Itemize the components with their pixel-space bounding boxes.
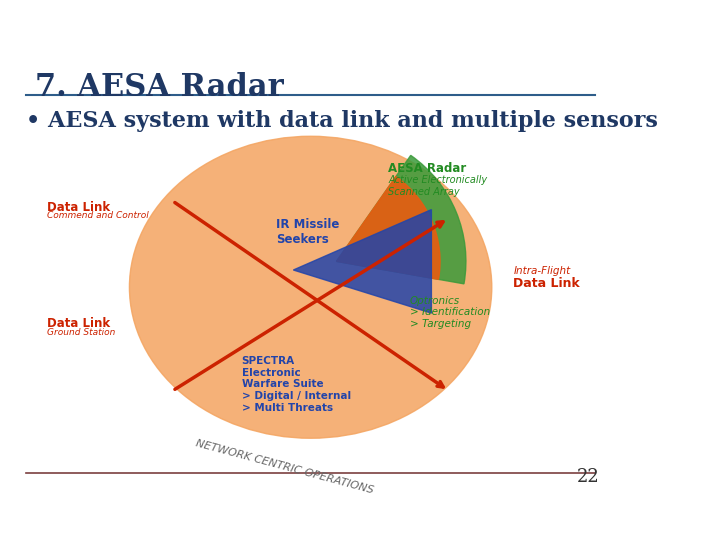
- Text: Optronics
> Identification
> Targeting: Optronics > Identification > Targeting: [410, 296, 490, 329]
- Polygon shape: [293, 210, 431, 313]
- Text: Ground Station: Ground Station: [48, 328, 116, 337]
- Text: IR Missile
Seekers: IR Missile Seekers: [276, 218, 339, 246]
- Text: Data Link: Data Link: [48, 318, 111, 330]
- Text: 22: 22: [577, 468, 600, 485]
- Text: • AESA system with data link and multiple sensors: • AESA system with data link and multipl…: [26, 110, 658, 132]
- Wedge shape: [336, 177, 440, 279]
- Text: Active Electronically
Scanned Array: Active Electronically Scanned Array: [388, 175, 487, 197]
- Text: Data Link: Data Link: [513, 277, 580, 290]
- Text: NETWORK CENTRIC OPERATIONS: NETWORK CENTRIC OPERATIONS: [194, 438, 375, 496]
- Text: Commend and Control: Commend and Control: [48, 211, 149, 220]
- Ellipse shape: [130, 136, 492, 438]
- Text: Intra-Flight: Intra-Flight: [513, 266, 571, 276]
- Wedge shape: [336, 156, 466, 284]
- Text: 7. AESA Radar: 7. AESA Radar: [35, 72, 283, 103]
- Text: Data Link: Data Link: [48, 201, 111, 214]
- Text: AESA Radar: AESA Radar: [388, 162, 467, 175]
- Text: SPECTRA
Electronic
Warfare Suite
> Digital / Internal
> Multi Threats: SPECTRA Electronic Warfare Suite > Digit…: [242, 356, 351, 413]
